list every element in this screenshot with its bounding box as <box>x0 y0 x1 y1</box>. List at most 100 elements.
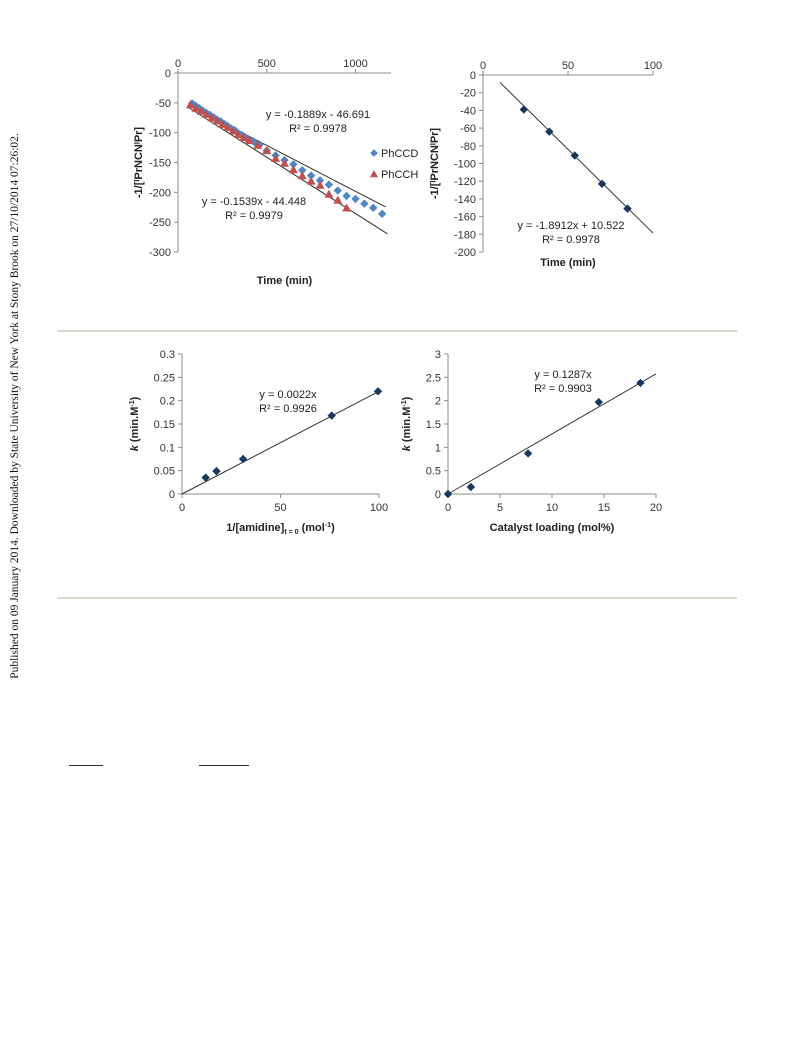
x-tick-label: 100 <box>644 60 662 72</box>
data-point <box>342 203 352 212</box>
trend-equation: y = 0.1287x <box>534 369 592 381</box>
y-tick-label: -200 <box>149 187 171 199</box>
y-tick-label: 3 <box>435 349 441 361</box>
data-point <box>212 116 222 125</box>
legend-marker <box>370 149 378 157</box>
trendline-1 <box>447 373 657 495</box>
data-point <box>298 166 307 175</box>
x-axis-title: Time (min) <box>540 257 596 269</box>
data-point <box>351 194 360 204</box>
footnote-rule-right <box>199 765 249 766</box>
data-point <box>594 397 603 407</box>
y-tick-label: -300 <box>149 247 171 259</box>
data-point <box>207 113 217 122</box>
y-tick-label: -120 <box>454 176 476 188</box>
data-point <box>289 160 298 169</box>
data-point <box>217 119 227 128</box>
y-tick-label: 0 <box>165 68 171 80</box>
data-point <box>333 186 342 195</box>
y-axis-title: k (min.M-1) <box>401 396 413 451</box>
trend-equation: y = 0.0022x <box>259 389 317 401</box>
data-point <box>201 109 211 118</box>
y-tick-label: -100 <box>149 128 171 140</box>
data-point <box>262 146 272 155</box>
data-point <box>228 126 238 135</box>
data-point <box>636 378 645 388</box>
data-point <box>597 179 607 189</box>
trendline-1 <box>181 390 380 495</box>
x-axis-title: 1/[amidine]t = 0 (mol-1) <box>226 522 335 536</box>
x-tick-label: 20 <box>650 502 662 514</box>
legend-marker <box>370 170 378 178</box>
data-point <box>239 132 249 142</box>
trend-r-squared: R² = 0.9926 <box>259 403 317 415</box>
y-tick-label: 0 <box>169 489 175 501</box>
data-point <box>244 135 254 145</box>
chart-b-time-plot: 0 -20 -40 -60 -80 -100 -120 -140 -160 -180 -200 0 50… <box>429 60 662 269</box>
data-point <box>373 387 383 396</box>
data-point <box>223 122 233 131</box>
y-tick-label: 0.5 <box>426 466 441 478</box>
y-tick-label: 0 <box>470 70 476 82</box>
chart-a-time-plot: 0 -50 -100 -150 -200 -250 -300 0 500 1000 Time (mi… <box>133 58 418 287</box>
chart-d-catalyst-plot: 0 0.5 1 1.5 2 2.5 3 0 5 10 15 20 Catalyst loading (m… <box>401 349 662 534</box>
data-point <box>297 171 307 180</box>
data-point <box>315 180 325 189</box>
data-point <box>360 199 369 208</box>
y-axis-title: -1/[ᴵPrNCNᴵPr] <box>133 127 145 199</box>
x-tick-label: 50 <box>274 502 286 514</box>
y-tick-label: 0.25 <box>154 372 175 384</box>
data-point <box>185 100 195 109</box>
y-tick-label: 0.1 <box>160 442 175 454</box>
y-tick-label: -250 <box>149 217 171 229</box>
data-point <box>369 203 378 213</box>
x-tick-label: 50 <box>562 60 574 72</box>
data-point <box>288 165 298 174</box>
trend-equation: y = -0.1889x - 46.691 <box>266 109 370 121</box>
chart-a-body: 0 -50 -100 -150 -200 -250 -300 0 500 1000 Time (mi… <box>133 58 418 287</box>
data-point <box>306 171 316 180</box>
data-point <box>233 129 243 139</box>
chart-c-body: 0 0.05 0.1 0.15 0.2 0.25 0.3 0 50 100 1/[amidine]t… <box>129 349 388 536</box>
y-tick-label: 0.05 <box>154 466 175 478</box>
data-point <box>519 105 528 114</box>
data-point <box>324 180 334 189</box>
section-divider-bottom <box>57 597 737 599</box>
data-point <box>271 153 281 162</box>
x-tick-label: 100 <box>370 502 388 514</box>
data-point <box>342 191 351 201</box>
trend-equation: y = -0.1539x - 44.448 <box>202 196 306 208</box>
y-tick-label: -150 <box>149 158 171 170</box>
y-tick-label: -100 <box>454 159 476 171</box>
y-tick-label: -180 <box>454 229 476 241</box>
data-point <box>238 454 248 464</box>
y-tick-label: 0 <box>435 489 441 501</box>
data-point <box>570 151 579 160</box>
x-tick-label: 0 <box>175 58 181 70</box>
y-tick-label: 1 <box>435 442 441 454</box>
data-point <box>443 489 453 499</box>
data-point <box>377 209 387 219</box>
x-tick-label: 0 <box>179 502 185 514</box>
y-tick-label: -50 <box>155 98 171 110</box>
y-tick-label: 0.2 <box>160 396 175 408</box>
footnote-rule-left <box>69 765 103 766</box>
y-tick-label: -60 <box>460 123 476 135</box>
x-tick-label: 500 <box>258 58 276 70</box>
data-point <box>623 204 632 213</box>
trendline-1 <box>188 107 388 235</box>
legend-label: PhCCH <box>381 169 418 181</box>
x-axis-title: Catalyst loading (mol%) <box>490 522 615 534</box>
x-tick-label: 5 <box>497 502 503 514</box>
y-tick-label: -80 <box>460 141 476 153</box>
x-tick-label: 0 <box>445 502 451 514</box>
chart-d-body: 0 0.5 1 1.5 2 2.5 3 0 5 10 15 20 Catalyst loading (m… <box>401 349 662 534</box>
x-tick-label: 0 <box>480 60 486 72</box>
trend-r-squared: R² = 0.9978 <box>289 123 347 135</box>
y-axis-title: -1/[ᴵPrNCNᴵPr] <box>429 128 441 200</box>
data-point <box>196 106 206 115</box>
trend-r-squared: R² = 0.9979 <box>225 210 283 222</box>
y-tick-label: -40 <box>460 105 476 117</box>
y-tick-label: -20 <box>460 88 476 100</box>
trend-r-squared: R² = 0.9978 <box>542 234 600 246</box>
